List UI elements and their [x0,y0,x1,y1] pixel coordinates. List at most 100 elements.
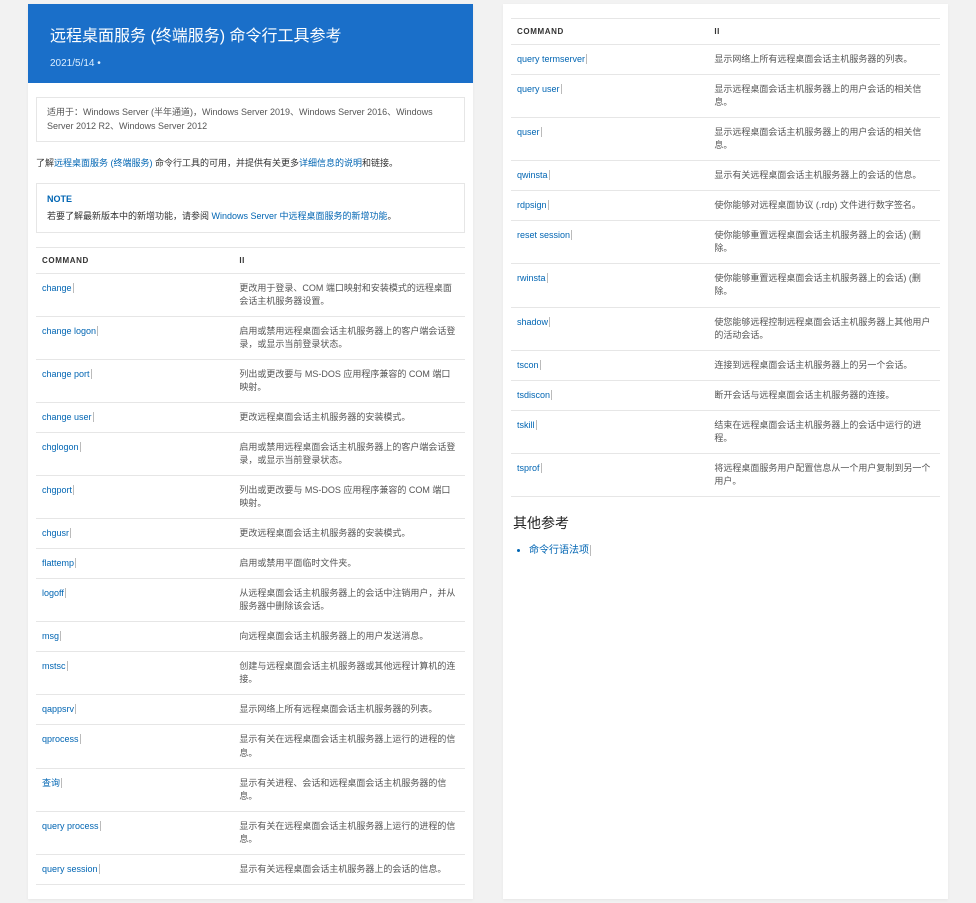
command-link[interactable]: shadow [517,317,548,327]
cell-description: 启用或禁用远程桌面会话主机服务器上的客户端会话登录，或显示当前登录状态。 [233,316,465,359]
cell-description: 启用或禁用平面临时文件夹。 [233,549,465,579]
table-row: flattemp 启用或禁用平面临时文件夹。 [36,549,465,579]
table-row: query user 显示远程桌面会话主机服务器上的用户会话的相关信息。 [511,75,940,118]
cell-description: 使你能够对远程桌面协议 (.rdp) 文件进行数字签名。 [708,191,940,221]
cell-description: 向远程桌面会话主机服务器上的用户发送消息。 [233,622,465,652]
table-row: qappsrv显示网络上所有远程桌面会话主机服务器的列表。 [36,695,465,725]
cell-description: 显示有关远程桌面会话主机服务器上的会话的信息。 [233,854,465,884]
command-link[interactable]: logoff [42,588,64,598]
table-row: tscon连接到远程桌面会话主机服务器上的另一个会话。 [511,350,940,380]
command-link[interactable]: chglogon [42,442,79,452]
command-link[interactable]: quser [517,127,540,137]
command-link[interactable]: rdpsign [517,200,547,210]
command-link[interactable]: query process [42,821,99,831]
cell-description: 将远程桌面服务用户配置信息从一个用户复制到另一个用户。 [708,453,940,496]
table-row: qprocess显示有关在远程桌面会话主机服务器上运行的进程的信息。 [36,725,465,768]
table-row: reset session 使你能够重置远程桌面会话主机服务器上的会话) (删除。 [511,221,940,264]
commands-table-right: COMMAND II query termserver显示网络上所有远程桌面会话… [511,18,940,497]
table-row: shadow使您能够远程控制远程桌面会话主机服务器上其他用户的活动会话。 [511,307,940,350]
cell-command: msg [36,622,233,652]
command-link[interactable]: qprocess [42,734,79,744]
table-row: query session 显示有关远程桌面会话主机服务器上的会话的信息。 [36,854,465,884]
command-link[interactable]: change user [42,412,92,422]
intro-link-2[interactable]: 详细信息的说明 [299,158,362,168]
cell-description: 更改远程桌面会话主机服务器的安装模式。 [233,519,465,549]
note-text: 若要了解最新版本中的新增功能，请参阅 Windows Server 中远程桌面服… [47,209,454,223]
other-references-heading: 其他参考 [513,513,940,533]
references-list: 命令行语法项 [511,541,940,556]
table-row: tsprof 将远程桌面服务用户配置信息从一个用户复制到另一个用户。 [511,453,940,496]
table-row: quser显示远程桌面会话主机服务器上的用户会话的相关信息。 [511,118,940,161]
table-row: rdpsign 使你能够对远程桌面协议 (.rdp) 文件进行数字签名。 [511,191,940,221]
command-link[interactable]: rwinsta [517,273,546,283]
cell-command: qappsrv [36,695,233,725]
command-link[interactable]: change [42,283,72,293]
command-link[interactable]: query user [517,84,560,94]
cell-description: 创建与远程桌面会话主机服务器或其他远程计算机的连接。 [233,652,465,695]
cell-description: 列出或更改要与 MS-DOS 应用程序兼容的 COM 端口映射。 [233,359,465,402]
cell-description: 显示有关进程、会话和远程桌面会话主机服务器的信息。 [233,768,465,811]
command-link[interactable]: query termserver [517,54,585,64]
command-link[interactable]: reset session [517,230,570,240]
cell-description: 断开会话与远程桌面会话主机服务器的连接。 [708,380,940,410]
command-link[interactable]: msg [42,631,59,641]
table-row: chglogon 启用或禁用远程桌面会话主机服务器上的客户端会话登录，或显示当前登… [36,432,465,475]
cell-command: change user [36,402,233,432]
cell-description: 启用或禁用远程桌面会话主机服务器上的客户端会话登录，或显示当前登录状态。 [233,432,465,475]
command-link[interactable]: chgusr [42,528,69,538]
cell-command: chglogon [36,432,233,475]
command-link[interactable]: qappsrv [42,704,74,714]
command-link[interactable]: tscon [517,360,539,370]
table-row: change port 列出或更改要与 MS-DOS 应用程序兼容的 COM 端口… [36,359,465,402]
command-link[interactable]: tsprof [517,463,540,473]
command-link[interactable]: change logon [42,326,96,336]
note-title: NOTE [47,192,454,206]
cell-command: change [36,273,233,316]
cell-description: 更改用于登录、COM 端口映射和安装模式的远程桌面会话主机服务器设置。 [233,273,465,316]
table-row: change user更改远程桌面会话主机服务器的安装模式。 [36,402,465,432]
col-description: II [233,247,465,273]
col-command: COMMAND [36,247,233,273]
page-1-content: 适用于：Windows Server (半年通道)，Windows Server… [28,97,473,898]
cell-command: qprocess [36,725,233,768]
page-2-content: COMMAND II query termserver显示网络上所有远程桌面会话… [503,18,948,574]
col-command: COMMAND [511,19,708,45]
page-1: 远程桌面服务 (终端服务) 命令行工具参考 2021/5/14 • 适用于：Wi… [28,4,473,899]
col-description: II [708,19,940,45]
table-row: logoff从远程桌面会话主机服务器上的会话中注销用户，并从服务器中删除该会话。 [36,579,465,622]
note-box: NOTE 若要了解最新版本中的新增功能，请参阅 Windows Server 中… [36,183,465,233]
command-link[interactable]: change port [42,369,90,379]
cell-command: query user [511,75,708,118]
cell-command: query termserver [511,45,708,75]
page-date: 2021/5/14 • [50,58,451,69]
command-link[interactable]: mstsc [42,661,66,671]
cell-command: chgport [36,475,233,518]
command-link[interactable]: 查询 [42,778,60,788]
cell-command: 查询 [36,768,233,811]
table-row: change logon 启用或禁用远程桌面会话主机服务器上的客户端会话登录，或显… [36,316,465,359]
cell-description: 使你能够重置远程桌面会话主机服务器上的会话) (删除。 [708,221,940,264]
command-link[interactable]: qwinsta [517,170,548,180]
command-link[interactable]: query session [42,864,98,874]
reference-link[interactable]: 命令行语法项 [529,545,591,556]
cell-command: quser [511,118,708,161]
cell-command: tskill [511,410,708,453]
table-row: tskill结束在远程桌面会话主机服务器上的会话中运行的进程。 [511,410,940,453]
table-row: mstsc 创建与远程桌面会话主机服务器或其他远程计算机的连接。 [36,652,465,695]
page-2: COMMAND II query termserver显示网络上所有远程桌面会话… [503,4,948,899]
cell-command: reset session [511,221,708,264]
table-row: qwinsta 显示有关远程桌面会话主机服务器上的会话的信息。 [511,161,940,191]
note-link[interactable]: Windows Server 中远程桌面服务的新增功能 [212,211,388,221]
command-link[interactable]: tskill [517,420,535,430]
intro-link-1[interactable]: 远程桌面服务 (终端服务) [54,158,153,168]
cell-description: 显示有关远程桌面会话主机服务器上的会话的信息。 [708,161,940,191]
command-link[interactable]: chgport [42,485,72,495]
command-link[interactable]: tsdiscon [517,390,550,400]
command-link[interactable]: flattemp [42,558,74,568]
cell-description: 列出或更改要与 MS-DOS 应用程序兼容的 COM 端口映射。 [233,475,465,518]
hero-banner: 远程桌面服务 (终端服务) 命令行工具参考 2021/5/14 • [28,4,473,83]
cell-description: 显示远程桌面会话主机服务器上的用户会话的相关信息。 [708,75,940,118]
table-row: tsdiscon 断开会话与远程桌面会话主机服务器的连接。 [511,380,940,410]
cell-command: tsprof [511,453,708,496]
cell-command: change port [36,359,233,402]
